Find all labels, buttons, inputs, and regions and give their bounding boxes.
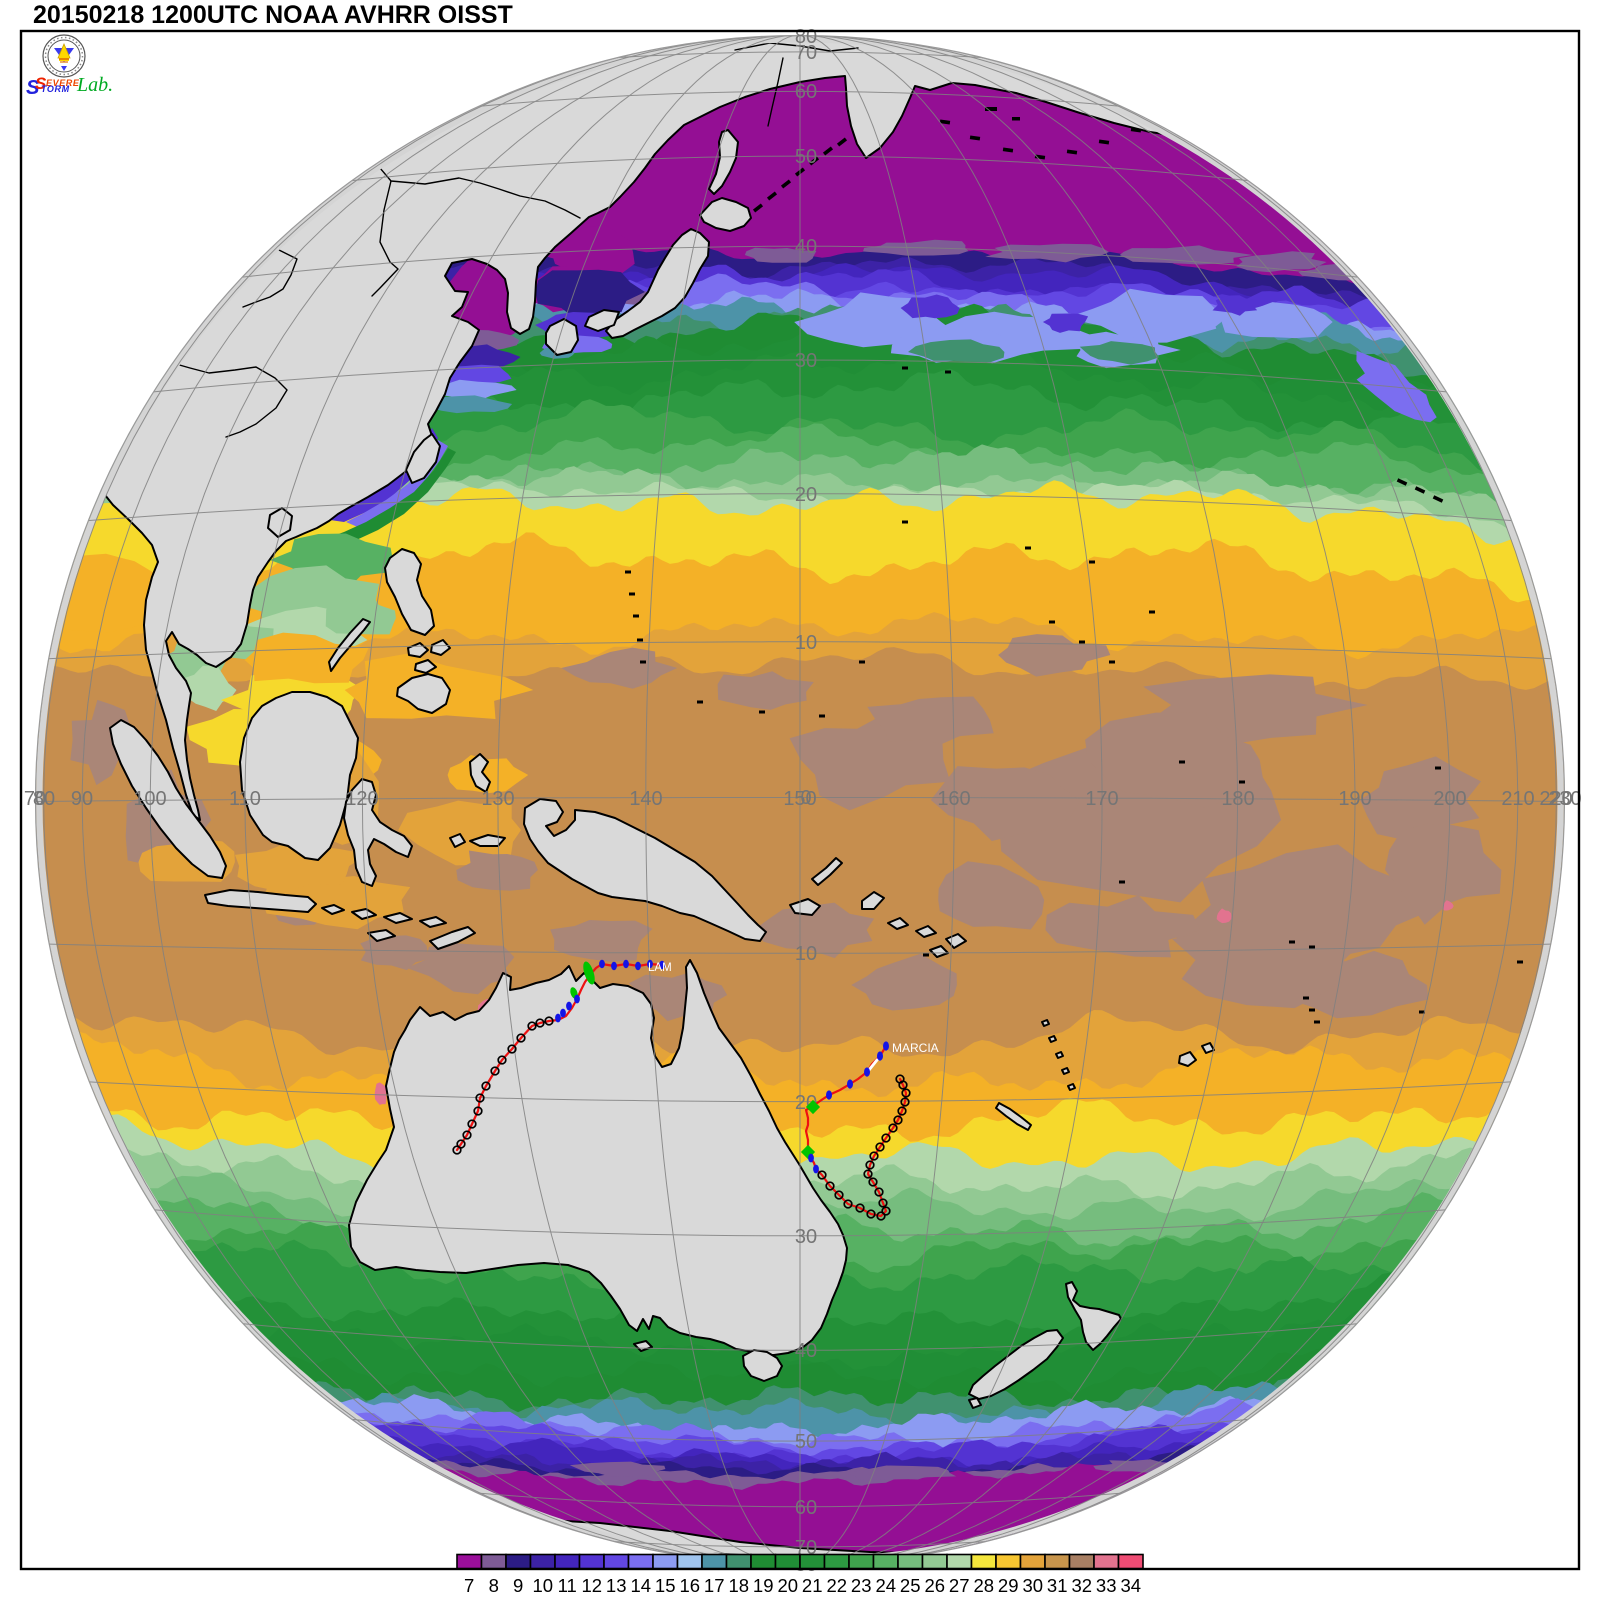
svg-text:40: 40 [795, 236, 817, 258]
svg-text:S: S [26, 77, 40, 99]
svg-text:170: 170 [1085, 788, 1118, 810]
svg-text:18: 18 [729, 1575, 750, 1596]
svg-text:33: 33 [1096, 1575, 1117, 1596]
svg-text:16: 16 [680, 1575, 701, 1596]
svg-text:190: 190 [1338, 788, 1371, 810]
svg-text:80: 80 [33, 788, 55, 810]
svg-text:30: 30 [795, 350, 817, 372]
svg-text:130: 130 [481, 788, 514, 810]
svg-text:10: 10 [795, 943, 817, 965]
svg-text:0: 0 [800, 787, 811, 809]
svg-text:120: 120 [345, 788, 378, 810]
svg-text:220: 220 [1539, 788, 1572, 810]
svg-text:19: 19 [753, 1575, 774, 1596]
svg-text:70: 70 [24, 788, 46, 810]
svg-text:S: S [35, 74, 47, 93]
svg-text:LAM: LAM [648, 962, 672, 974]
svg-text:9: 9 [513, 1575, 523, 1596]
svg-text:22: 22 [827, 1575, 848, 1596]
svg-text:11: 11 [558, 1575, 577, 1596]
svg-text:110: 110 [229, 788, 261, 810]
svg-text:150: 150 [783, 788, 816, 810]
svg-text:17: 17 [704, 1575, 725, 1596]
svg-text:30: 30 [795, 1226, 817, 1248]
svg-text:21: 21 [802, 1575, 823, 1596]
svg-text:TORM: TORM [41, 84, 70, 94]
svg-text:13: 13 [606, 1575, 627, 1596]
svg-text:20: 20 [795, 484, 817, 506]
svg-text:12: 12 [582, 1575, 603, 1596]
svg-text:160: 160 [937, 788, 970, 810]
svg-text:23: 23 [851, 1575, 872, 1596]
svg-text:28: 28 [974, 1575, 995, 1596]
svg-text:26: 26 [925, 1575, 946, 1596]
svg-text:200: 200 [1433, 788, 1466, 810]
svg-text:31: 31 [1047, 1575, 1068, 1596]
svg-text:180: 180 [1221, 788, 1254, 810]
svg-text:70: 70 [795, 42, 817, 64]
svg-text:27: 27 [949, 1575, 970, 1596]
svg-text:14: 14 [631, 1575, 652, 1596]
svg-text:20: 20 [778, 1575, 799, 1596]
svg-text:210: 210 [1501, 788, 1534, 810]
svg-text:140: 140 [629, 788, 662, 810]
svg-text:100: 100 [133, 788, 166, 810]
svg-text:50: 50 [795, 1431, 817, 1453]
svg-text:MARCIA: MARCIA [892, 1041, 939, 1055]
svg-text:25: 25 [900, 1575, 921, 1596]
svg-text:32: 32 [1072, 1575, 1093, 1596]
svg-text:Lab.: Lab. [76, 74, 113, 96]
svg-text:10: 10 [795, 632, 817, 654]
svg-text:34: 34 [1121, 1575, 1142, 1596]
svg-text:20150218 1200UTC NOAA AVHRR OI: 20150218 1200UTC NOAA AVHRR OISST [33, 1, 513, 29]
svg-text:7: 7 [464, 1575, 474, 1596]
svg-text:50: 50 [795, 146, 817, 168]
svg-text:10: 10 [533, 1575, 554, 1596]
svg-text:EVERE: EVERE [46, 78, 80, 88]
svg-text:30: 30 [1023, 1575, 1044, 1596]
svg-text:8: 8 [489, 1575, 499, 1596]
svg-text:230: 230 [1548, 788, 1581, 810]
svg-text:40: 40 [795, 1340, 817, 1362]
svg-text:29: 29 [998, 1575, 1019, 1596]
svg-text:60: 60 [795, 81, 817, 103]
svg-text:24: 24 [876, 1575, 897, 1596]
svg-text:15: 15 [655, 1575, 676, 1596]
svg-text:70: 70 [795, 1537, 817, 1559]
svg-text:90: 90 [71, 788, 93, 810]
svg-text:60: 60 [795, 1497, 817, 1519]
